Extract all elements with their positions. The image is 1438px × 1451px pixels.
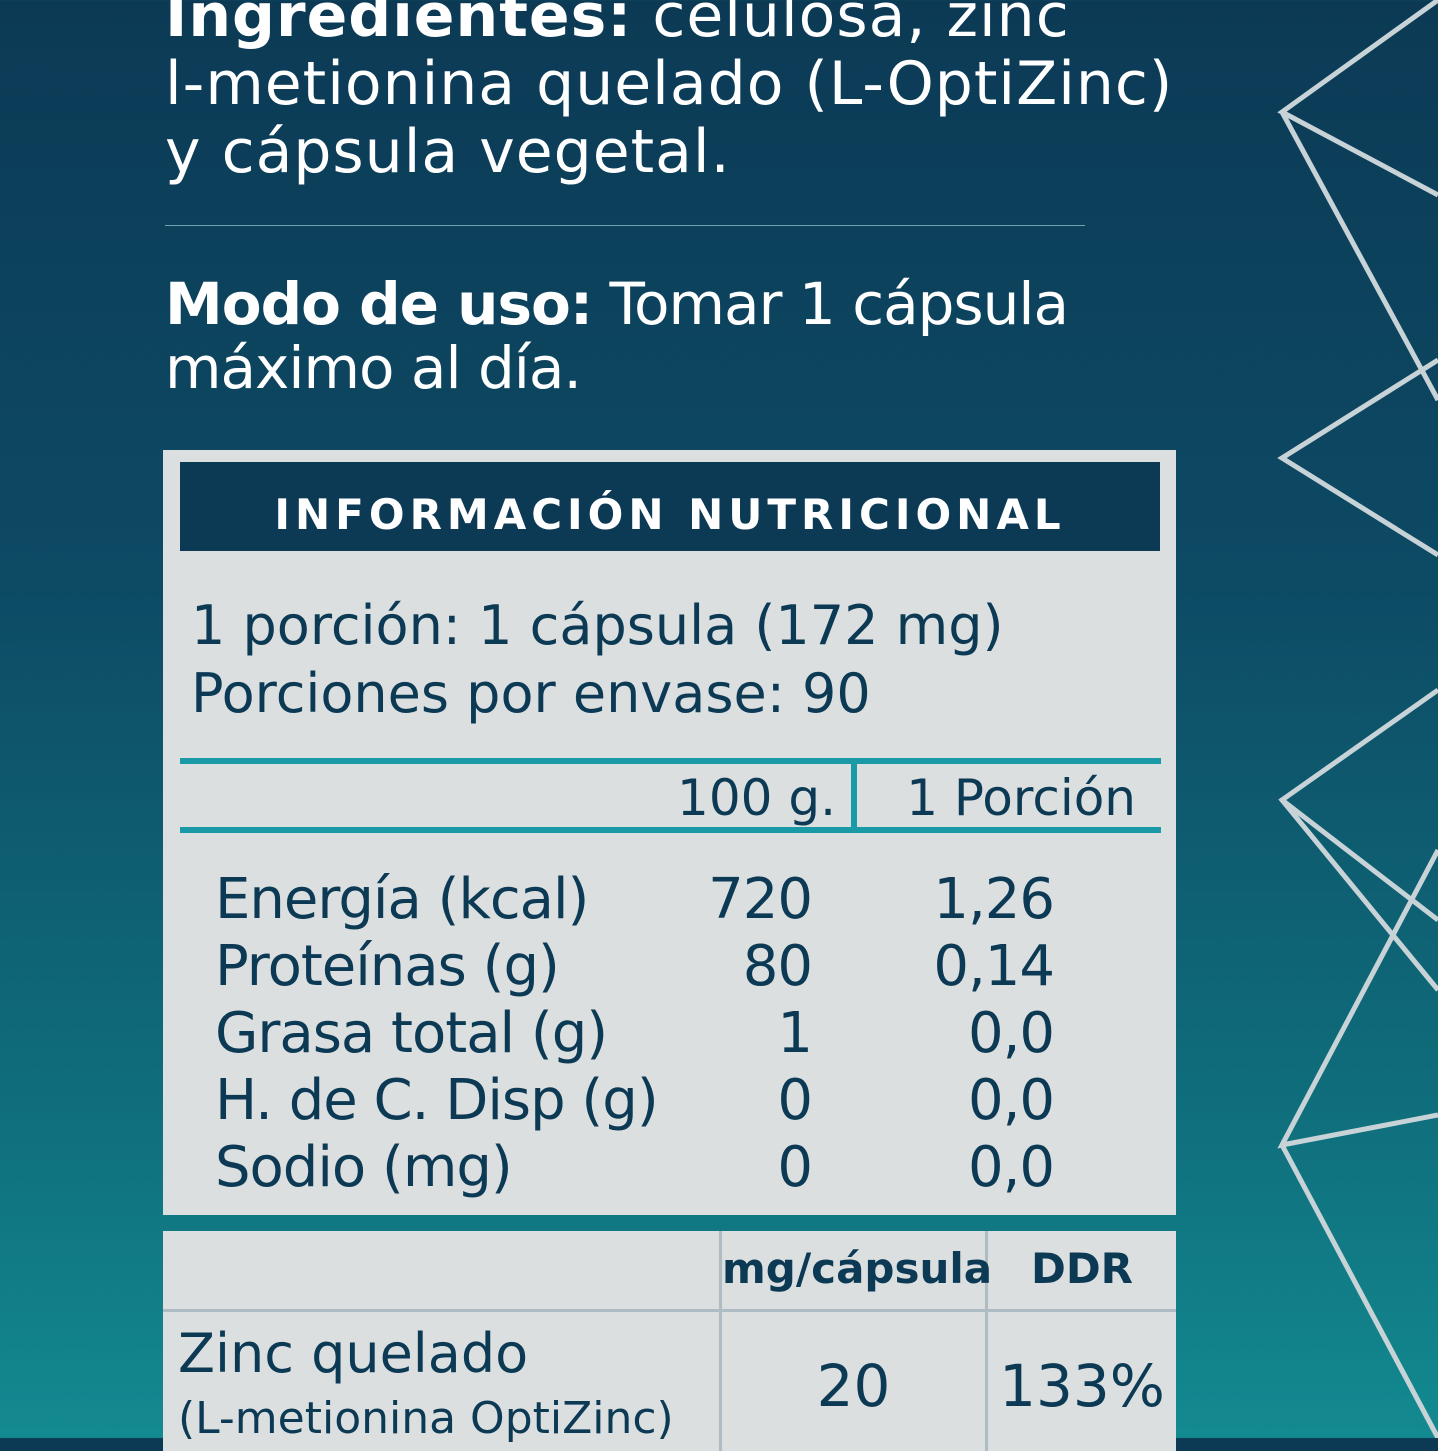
mineral-ddr-value: 133%	[999, 1352, 1165, 1420]
nutrient-portion: 0,0	[967, 1135, 1055, 1200]
nutrient-name: Energía (kcal)	[215, 867, 589, 932]
table-rule-bottom	[180, 827, 1161, 833]
nutrient-portion: 1,26	[933, 867, 1055, 932]
nutrient-name: Sodio (mg)	[215, 1135, 513, 1200]
nutrient-portion: 0,0	[967, 1001, 1055, 1066]
ingredients-label: Ingredientes:	[165, 0, 633, 51]
nutrient-row: Sodio (mg) 0 0,0	[163, 1134, 1176, 1202]
section-divider	[165, 225, 1085, 226]
usage-text: Modo de uso: Tomar 1 cápsula máximo al d…	[165, 272, 1165, 400]
mineral-column-divider	[719, 1231, 722, 1451]
serving-size: 1 porción: 1 cápsula (172 mg)	[191, 594, 1004, 657]
mineral-subname: (L-metionina OptiZinc)	[178, 1393, 674, 1444]
nutrient-row: H. de C. Disp (g) 0 0,0	[163, 1067, 1176, 1135]
nutrient-row: Grasa total (g) 1 0,0	[163, 1000, 1176, 1068]
nutrient-portion: 0,14	[933, 934, 1055, 999]
nutrient-name: Proteínas (g)	[215, 934, 560, 999]
mineral-header-mg: mg/cápsula	[722, 1244, 993, 1293]
nutrient-per100: 720	[708, 867, 813, 932]
nutrient-per100: 80	[742, 934, 813, 999]
mineral-table: mg/cápsula DDR Zinc quelado (L-metionina…	[163, 1231, 1176, 1451]
column-header-portion: 1 Porción	[906, 769, 1136, 827]
nutrient-row: Proteínas (g) 80 0,14	[163, 933, 1176, 1001]
nutrient-row: Energía (kcal) 720 1,26	[163, 866, 1176, 934]
ingredients-line3: y cápsula vegetal.	[165, 117, 731, 187]
mineral-name: Zinc quelado	[178, 1322, 529, 1385]
column-divider	[851, 762, 857, 832]
mineral-column-divider	[985, 1231, 988, 1451]
nutrient-portion: 0,0	[967, 1068, 1055, 1133]
mineral-header-ddr: DDR	[1030, 1244, 1134, 1293]
serving-info: 1 porción: 1 cápsula (172 mg) Porciones …	[191, 592, 1004, 728]
usage-label: Modo de uso:	[165, 270, 593, 338]
nutrient-per100: 1	[777, 1001, 813, 1066]
ingredients-text: Ingredientes: celulosa, zinc l-metionina…	[165, 0, 1285, 186]
mineral-header-rule	[163, 1309, 1176, 1312]
servings-per-container: Porciones por envase: 90	[191, 662, 871, 725]
column-header-100g: 100 g.	[677, 769, 836, 827]
usage-line2: máximo al día.	[165, 334, 582, 402]
usage-line1: Tomar 1 cápsula	[592, 270, 1069, 338]
nutrient-name: Grasa total (g)	[215, 1001, 608, 1066]
table-rule-top	[180, 758, 1161, 764]
ingredients-line1: celulosa, zinc	[632, 0, 1070, 51]
mineral-mg-value: 20	[816, 1352, 891, 1420]
ingredients-line2: l-metionina quelado (L-OptiZinc)	[165, 49, 1174, 119]
nutrient-per100: 0	[777, 1068, 813, 1133]
nutrition-title: INFORMACIÓN NUTRICIONAL	[180, 462, 1160, 551]
nutrient-per100: 0	[777, 1135, 813, 1200]
nutrient-name: H. de C. Disp (g)	[215, 1068, 659, 1133]
nutrition-facts-panel: INFORMACIÓN NUTRICIONAL 1 porción: 1 cáp…	[163, 450, 1176, 1215]
